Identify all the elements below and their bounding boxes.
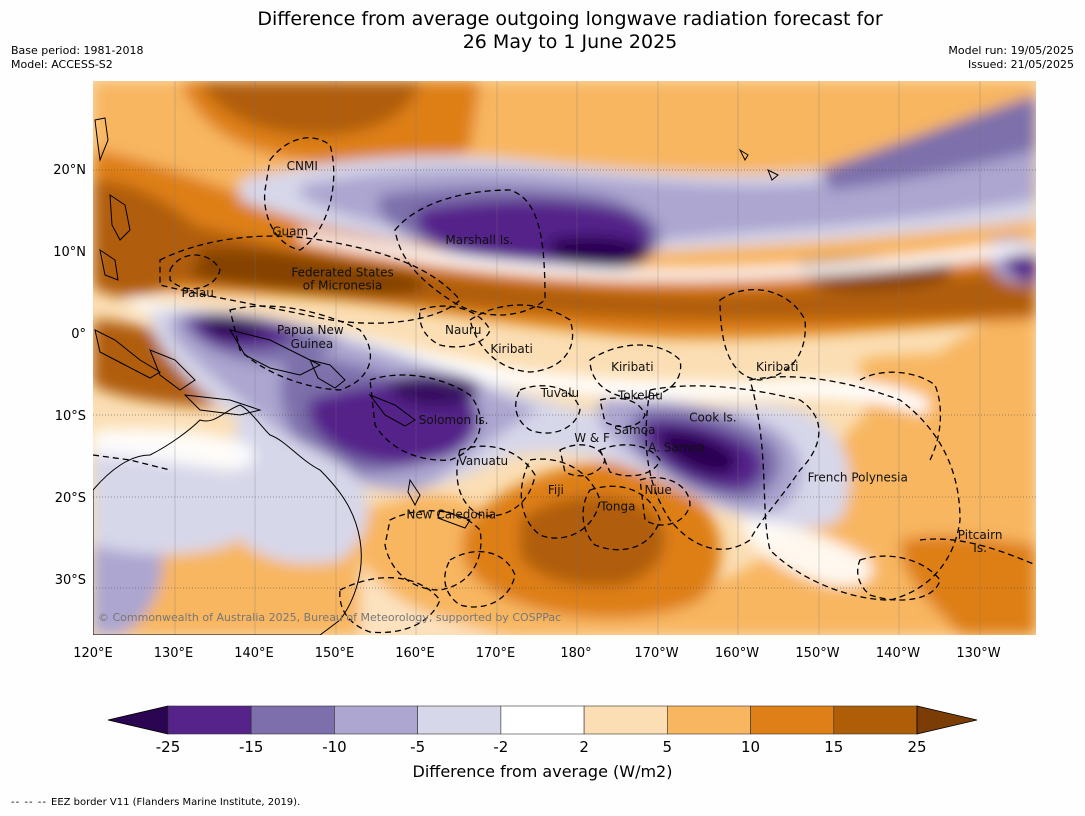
colorbar-segment [167,705,252,735]
longitude-labels: 120°E 130°E 140°E 150°E 160°E 170°E 180° 170°W 1… [73,646,1000,661]
colorbar-tick-label: -5 [410,738,425,756]
coastlines [93,117,779,635]
latitude-labels: 20°N 10°N 0° 10°S 20°S 30°S [53,163,86,588]
base-period: Base period: 1981-2018 [11,44,144,57]
colorbar: -25 -15 -10 -5 -2 2 5 10 15 25 [107,705,978,756]
colorbar-extend-low [107,705,169,735]
colorbar-tick-label: -15 [239,738,264,756]
colorbar-tick-label: 25 [907,738,926,756]
colorbar-segment [334,705,418,735]
region-label: W & F [574,431,610,445]
eez-borders [93,137,1036,634]
region-label: Solomon Is. [419,413,489,427]
colorbar-segment [750,705,835,735]
lon-tick-label: 160°E [395,646,435,661]
region-label: Vanuatu [459,454,509,468]
colorbar-tick-label: 2 [579,738,589,756]
colorbar-tick-label: -10 [322,738,347,756]
model-name: Model: ACCESS-S2 [11,58,113,71]
colorbar-segment [417,705,502,735]
eez-legend: -- -- -- EEZ border V11 (Flanders Marine … [11,797,300,808]
region-label: Fiji [548,483,564,497]
colorbar-tick-label: 5 [663,738,673,756]
region-label: Kiribati [490,342,532,356]
colorbar-tick-label: -2 [493,738,508,756]
region-label: Guinea [291,337,334,351]
region-label: Guam [272,225,308,239]
map-title: Difference from average outgoing longwav… [0,8,1085,54]
region-label: Papua New [277,323,344,337]
region-label: French Polynesia [808,471,908,485]
colorbar-tick-label: 15 [824,738,843,756]
eez-legend-dash: -- -- -- [11,797,48,808]
lat-tick-label: 20°S [55,491,86,506]
lat-tick-label: 30°S [55,573,86,588]
region-label: Palau [181,286,213,300]
lon-tick-label: 140°W [876,646,920,661]
colorbar-segment [500,705,585,735]
lon-tick-label: 140°E [234,646,274,661]
colorbar-extend-high [916,705,978,735]
region-label: Samoa [614,423,655,437]
region-label: Federated States [291,266,393,280]
anomaly-field: © Commonwealth of Australia 2025, Bureau… [93,81,1036,635]
region-label: Cook Is. [689,411,736,425]
region-label: of Micronesia [303,279,383,293]
region-label: Tuvalu [540,386,580,400]
colorbar-tick-label: -25 [156,738,181,756]
issued-date: Issued: 21/05/2025 [967,58,1074,71]
lon-gridlines [174,81,981,635]
lon-tick-label: 150°W [795,646,839,661]
lon-tick-label: 130°W [956,646,1000,661]
model-info: Base period: 1981-2018 Model: ACCESS-S2 [11,44,143,72]
lon-tick-label: 170°E [476,646,516,661]
model-run: Model run: 19/05/2025 [948,44,1074,57]
lat-tick-label: 20°N [53,163,86,178]
region-label: Nauru [445,323,481,337]
colorbar-segment [250,705,335,735]
lat-tick-label: 10°S [55,409,86,424]
eez-legend-text: EEZ border V11 (Flanders Marine Institut… [51,797,301,808]
colorbar-tick-label: 10 [741,738,760,756]
lon-tick-label: 150°E [315,646,355,661]
colorbar-title: Difference from average (W/m2) [412,762,673,781]
lat-tick-label: 0° [71,327,86,342]
lon-tick-label: 180° [560,646,591,661]
lon-tick-label: 160°W [715,646,759,661]
region-label: Is. [973,541,987,555]
lat-gridlines [93,169,1036,589]
region-label: New Caledonia [406,508,496,522]
region-label: Tonga [599,499,635,513]
region-label: CNMI [287,159,318,173]
region-label: Niue [644,483,671,497]
lat-tick-label: 10°N [53,245,86,260]
colorbar-segment [667,705,751,735]
region-label: Tokelau [617,389,663,403]
title-line-2: 26 May to 1 June 2025 [462,31,678,53]
lon-tick-label: 130°E [154,646,194,661]
region-label: Kiribati [756,360,798,374]
colorbar-segment [833,705,918,735]
lon-tick-label: 120°E [73,646,113,661]
colorbar-segment [583,705,668,735]
title-line-1: Difference from average outgoing longwav… [257,8,883,30]
region-label: A. Samoa [648,440,705,454]
region-label: Kiribati [611,360,653,374]
run-info: Model run: 19/05/2025 Issued: 21/05/2025 [948,44,1074,72]
region-label: Pitcairn [958,528,1003,542]
lon-tick-label: 170°W [634,646,678,661]
copyright-notice: © Commonwealth of Australia 2025, Bureau… [98,611,561,624]
region-label: Marshall Is. [445,233,513,247]
